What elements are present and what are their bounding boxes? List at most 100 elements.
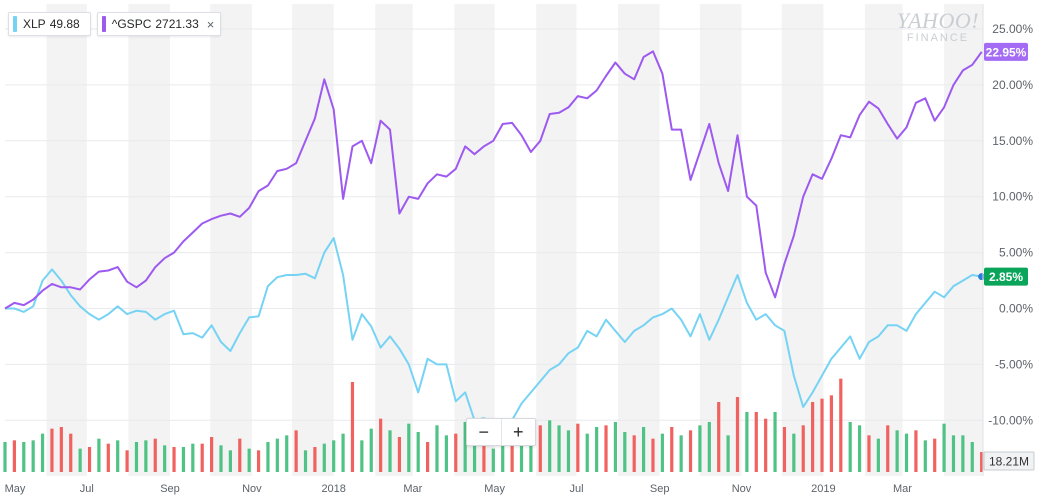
volume-bar [444, 435, 448, 472]
volume-bar [454, 433, 458, 472]
volume-bar [623, 432, 627, 472]
volume-bar [548, 420, 552, 472]
volume-bar [31, 440, 35, 472]
legend-swatch-gspc [101, 16, 106, 32]
legend-swatch-xlp [13, 16, 17, 32]
series-line-gspc [4, 50, 983, 310]
volume-bar [266, 442, 270, 472]
volume-bar [379, 418, 383, 472]
x-tick-label: May [484, 483, 505, 495]
volume-bar [576, 423, 580, 472]
y-tick-label: 15.00% [992, 134, 1033, 148]
volume-bar [472, 428, 477, 472]
x-tick-label: Nov [732, 483, 752, 495]
volume-bar [22, 442, 26, 472]
volume-bar [69, 433, 73, 472]
x-tick-label: Sep [160, 483, 180, 495]
volume-bar [670, 427, 674, 472]
volume-bar [322, 443, 326, 472]
x-tick-label: Sep [650, 483, 670, 495]
legend-value: 49.88 [49, 17, 80, 31]
volume-bar [294, 430, 298, 472]
volume-bar [745, 412, 749, 472]
volume-bar [698, 425, 702, 472]
volume-bar [153, 438, 157, 472]
time-band [944, 4, 983, 476]
y-tick-label: 25.00% [992, 22, 1033, 36]
watermark-logo: YAHOO! [896, 8, 980, 33]
volume-bar [585, 433, 589, 472]
volume-bar [557, 425, 561, 472]
time-band [454, 4, 495, 476]
volume-bar [285, 435, 289, 472]
zoom-in-button[interactable]: + [500, 419, 536, 445]
volume-bar [933, 438, 937, 472]
volume-bar [811, 402, 815, 472]
volume-bar [219, 445, 223, 472]
volume-bar [3, 442, 7, 472]
volume-bar [247, 448, 251, 472]
volume-bar [595, 427, 599, 472]
volume-bar [782, 427, 787, 472]
volume-bar [895, 430, 899, 472]
yahoo-finance-watermark: YAHOO! FINANCE [896, 10, 980, 44]
volume-bar [519, 430, 524, 472]
volume-bar [397, 437, 402, 472]
volume-bar [303, 450, 308, 472]
legend: XLP 49.88 ^GSPC 2721.33 × [8, 12, 222, 36]
volume-bar [529, 425, 533, 472]
volume-bar [238, 438, 242, 472]
volume-bar [726, 435, 730, 472]
volume-bar [735, 397, 740, 472]
volume-bar [829, 395, 834, 472]
volume-bar [604, 425, 608, 472]
legend-chip-gspc[interactable]: ^GSPC 2721.33 × [96, 12, 222, 36]
value-badge [984, 267, 1028, 286]
volume-bar [134, 442, 139, 472]
volume-bar [538, 425, 542, 472]
volume-bar [87, 447, 92, 472]
volume-bar [435, 425, 439, 472]
volume-bar [228, 450, 232, 472]
volume-bar [613, 422, 618, 472]
volume-bar [679, 435, 683, 472]
volume-badge [983, 451, 1035, 471]
value-badge-label: 22.95% [986, 45, 1027, 59]
volume-bar [951, 435, 956, 472]
volume-bar [688, 430, 693, 472]
volume-badge-label: 18.21M [989, 455, 1029, 469]
close-icon[interactable]: × [206, 16, 215, 32]
volume-bar [425, 442, 430, 472]
volume-bar [125, 450, 129, 472]
zoom-controls: − + [466, 418, 536, 446]
volume-bar [717, 402, 721, 472]
volume-bar [116, 440, 120, 472]
time-band [375, 4, 413, 476]
x-tick-label: Jul [80, 483, 94, 495]
volume-bar [407, 423, 411, 472]
volume-bar [970, 442, 974, 472]
volume-bar [754, 412, 758, 472]
y-tick-label: 0.00% [999, 302, 1033, 316]
volume-bar [848, 422, 852, 472]
x-tick-label: May [5, 483, 26, 495]
watermark-subtitle: FINANCE [906, 32, 970, 44]
x-axis: May Jul Sep Nov 2018 Mar May Jul Sep Nov 2019 Mar [5, 483, 913, 495]
y-tick-label: 5.00% [999, 246, 1033, 260]
zoom-out-button[interactable]: − [478, 421, 489, 442]
time-band [699, 4, 742, 476]
x-tick-label: Nov [242, 483, 262, 495]
volume-bar [867, 435, 871, 472]
legend-chip-xlp[interactable]: XLP 49.88 [8, 12, 91, 36]
volume-bar [332, 440, 336, 472]
time-bands [46, 4, 983, 476]
volume-bar [886, 425, 890, 472]
volume-bar [78, 448, 82, 472]
y-tick-label: -5.00% [995, 357, 1033, 371]
volume-bar [210, 437, 214, 472]
time-band [618, 4, 660, 476]
volume-bar [313, 447, 317, 472]
value-badges: 2.85% 22.95% 18.21M [983, 42, 1035, 471]
volume-bar [172, 447, 176, 472]
volume-bar [50, 428, 54, 472]
